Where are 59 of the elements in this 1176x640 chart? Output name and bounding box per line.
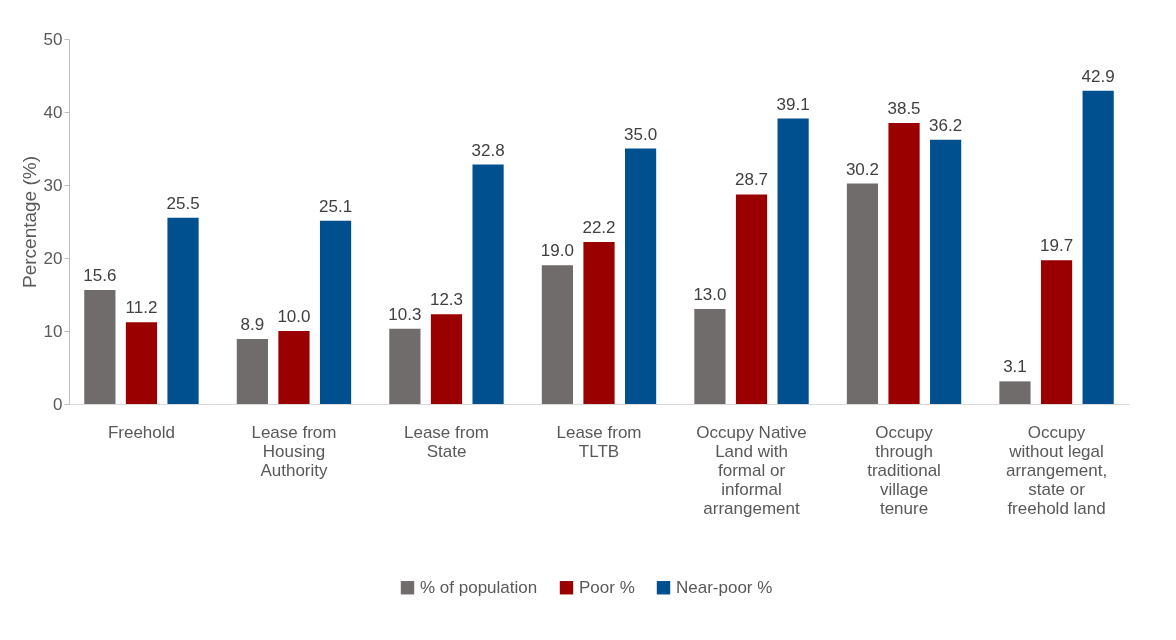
bar <box>389 328 421 404</box>
y-tick-label: 40 <box>43 102 63 122</box>
data-label: 30.2 <box>845 159 879 179</box>
bar <box>236 339 268 404</box>
data-label: 12.3 <box>429 290 464 310</box>
x-tick-label: Lease from Housing Authority <box>251 422 337 480</box>
y-tick-label: 0 <box>53 394 63 414</box>
y-tick-label: 50 <box>43 29 63 49</box>
bar <box>583 241 615 404</box>
bar <box>472 164 504 404</box>
data-label: 10.0 <box>277 307 311 326</box>
data-label: 10.3 <box>388 304 422 324</box>
data-label: 42.9 <box>1081 66 1115 86</box>
bar <box>167 217 199 404</box>
y-tick-label: 30 <box>43 175 63 195</box>
x-tick-label: Lease from State <box>403 422 490 461</box>
data-label: 15.6 <box>83 266 117 286</box>
bar <box>930 139 962 404</box>
x-tick-label: Occupy Native Land with formal or informal arrangement <box>696 422 807 518</box>
legend-label: Poor % <box>579 577 635 597</box>
x-tick-label: Occupy without legal arrangement, state or freehold land <box>1005 422 1108 518</box>
y-axis-title: Percentage (%) <box>18 155 40 289</box>
bar <box>735 194 768 404</box>
legend-label: Near-poor % <box>676 577 773 597</box>
bar <box>846 183 879 404</box>
bar <box>888 122 920 404</box>
bar <box>999 381 1031 404</box>
data-label: 3.1 <box>1003 357 1027 377</box>
bar <box>625 148 657 404</box>
data-label: 28.7 <box>734 170 769 190</box>
x-tick-label: Freehold <box>107 422 175 442</box>
bar <box>694 309 726 404</box>
data-label: 32.8 <box>471 140 505 160</box>
bar <box>84 290 116 404</box>
data-label: 19.7 <box>1040 236 1074 256</box>
bar <box>1040 260 1073 404</box>
data-label: 25.1 <box>319 196 353 216</box>
data-label: 25.5 <box>166 193 200 213</box>
data-label: 22.2 <box>582 217 616 237</box>
data-label: 36.2 <box>929 115 963 135</box>
data-label: 38.5 <box>887 98 921 118</box>
data-label: 11.2 <box>125 298 158 318</box>
data-label: 8.9 <box>240 315 265 335</box>
x-tick-label: Occupy through traditional village tenure <box>867 422 941 518</box>
data-label: 19.0 <box>540 241 574 261</box>
legend-label: % of population <box>420 577 538 597</box>
bar <box>278 331 310 404</box>
data-label: 13.0 <box>693 285 727 305</box>
bar <box>125 322 158 404</box>
bar <box>319 220 352 404</box>
bar <box>1082 90 1114 404</box>
x-tick-label: Lease from TLTB <box>556 422 642 461</box>
data-label: 39.1 <box>776 94 810 114</box>
y-tick-label: 20 <box>43 248 63 268</box>
data-label: 35.0 <box>624 124 658 144</box>
bar <box>430 314 463 404</box>
bar <box>541 265 573 404</box>
y-tick-label: 10 <box>43 321 63 341</box>
bar <box>777 118 809 404</box>
